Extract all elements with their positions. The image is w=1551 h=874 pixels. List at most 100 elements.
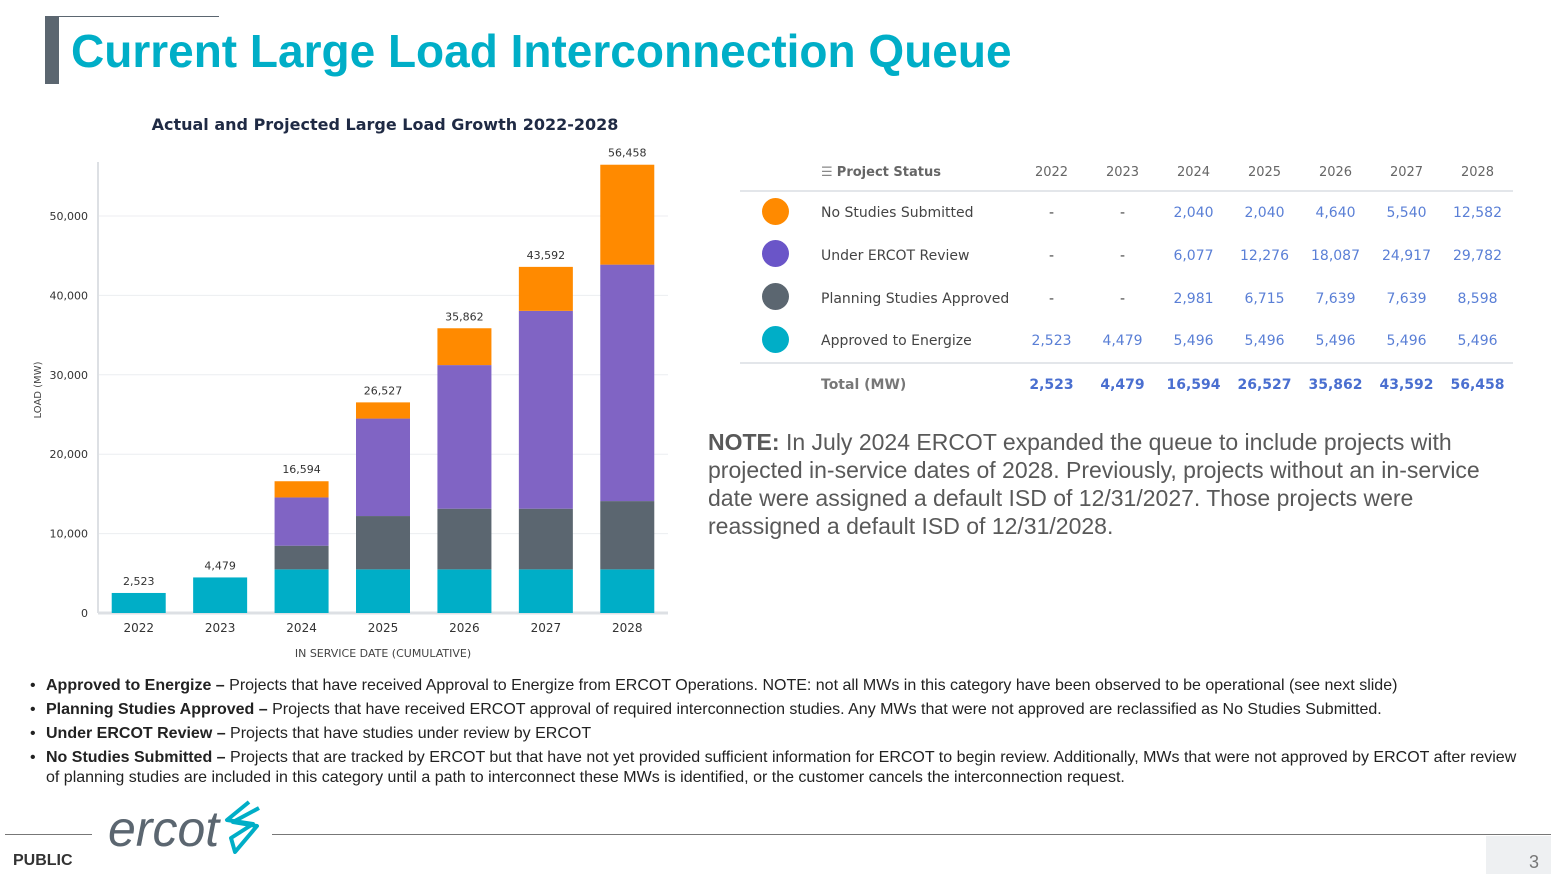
table-cell: 29,782 — [1453, 247, 1502, 264]
table-cell: - — [1119, 290, 1126, 307]
table-cell: 6,715 — [1244, 290, 1285, 307]
legend-dot — [740, 191, 811, 234]
note-body: In July 2024 ERCOT expanded the queue to… — [708, 429, 1480, 539]
table-cell: 7,639 — [1315, 290, 1356, 307]
table-cell: 5,540 — [1386, 205, 1427, 221]
classification-label: PUBLIC — [13, 852, 73, 869]
bar-segment-no-studies-submitted[interactable] — [518, 266, 573, 311]
bar-total-label: 35,862 — [445, 310, 484, 323]
bar-segment-no-studies-submitted[interactable] — [600, 164, 655, 265]
bar-segment-planning-studies-approved[interactable] — [274, 545, 329, 570]
y-axis-label: LOAD (MW) — [33, 361, 44, 418]
x-tick-label: 2022 — [123, 621, 154, 635]
title-accent-line — [59, 16, 219, 17]
total-cell: 35,862 — [1300, 362, 1371, 406]
bar-segment-approved-to-energize[interactable] — [600, 569, 655, 613]
table-row: Under ERCOT Review - - 6,077 12,276 18,087 24,… — [740, 234, 1513, 277]
bar-total-label: 16,594 — [282, 463, 321, 476]
x-tick-label: 2026 — [449, 621, 480, 635]
bar-segment-planning-studies-approved[interactable] — [600, 501, 655, 570]
bar-segment-planning-studies-approved[interactable] — [437, 508, 492, 570]
table-year-header: 2025 — [1229, 155, 1300, 192]
bar-segment-planning-studies-approved[interactable] — [356, 516, 410, 570]
note-text: NOTE: In July 2024 ERCOT expanded the qu… — [708, 428, 1508, 540]
row-label: Planning Studies Approved — [821, 290, 1010, 307]
total-cell: 4,479 — [1087, 362, 1158, 406]
table-cell: 6,077 — [1173, 247, 1214, 264]
bar-segment-no-studies-submitted[interactable] — [437, 328, 492, 366]
table-row: No Studies Submitted - - 2,040 2,040 4,640 5,5… — [740, 191, 1513, 234]
menu-icon: ☰ — [821, 165, 837, 180]
table-header-project-status[interactable]: ☰ Project Status — [811, 155, 1016, 192]
definition-item: Under ERCOT Review – Projects that have … — [30, 724, 1530, 744]
table-year-header: 2023 — [1087, 155, 1158, 192]
table-cell: 4,479 — [1102, 333, 1143, 349]
table-cell: 4,640 — [1315, 205, 1356, 221]
table-cell: 5,496 — [1244, 333, 1285, 349]
note-label: NOTE: — [708, 429, 780, 455]
table-year-header: 2022 — [1016, 155, 1087, 192]
table-cell: 2,040 — [1173, 205, 1214, 221]
bar-segment-under-ercot-review[interactable] — [437, 365, 492, 509]
footer-divider — [272, 834, 1551, 835]
x-tick-label: 2023 — [205, 621, 236, 635]
bar-segment-under-ercot-review[interactable] — [600, 264, 655, 502]
bar-total-label: 26,527 — [364, 384, 403, 397]
y-tick-label: 20,000 — [50, 448, 89, 461]
page-title: Current Large Load Interconnection Queue — [71, 25, 1012, 77]
bar-segment-approved-to-energize[interactable] — [274, 569, 329, 613]
table-cell: - — [1048, 247, 1055, 264]
table-year-header: 2024 — [1158, 155, 1229, 192]
footer-divider — [5, 834, 92, 835]
stacked-bar-chart: Actual and Projected Large Load Growth 2… — [33, 115, 668, 660]
total-cell: 43,592 — [1371, 362, 1442, 406]
bar-segment-under-ercot-review[interactable] — [518, 310, 573, 509]
ercot-bolt-icon — [225, 800, 261, 854]
bar-total-label: 2,523 — [123, 575, 155, 588]
total-cell: 26,527 — [1229, 362, 1300, 406]
bar-segment-approved-to-energize[interactable] — [437, 569, 492, 613]
bar-segment-under-ercot-review[interactable] — [356, 418, 410, 517]
table-cell: 2,040 — [1244, 205, 1285, 221]
table-cell: 12,276 — [1240, 247, 1289, 264]
row-label: No Studies Submitted — [821, 205, 974, 221]
table-total-row: Total (MW) 2,523 4,479 16,594 26,527 35,862 43… — [740, 362, 1513, 406]
total-cell: 56,458 — [1442, 362, 1513, 406]
table-cell: 5,496 — [1457, 333, 1498, 349]
x-tick-label: 2024 — [286, 621, 317, 635]
table-cell: 18,087 — [1311, 247, 1360, 264]
table-year-header: 2027 — [1371, 155, 1442, 192]
bar-segment-under-ercot-review[interactable] — [274, 497, 329, 546]
table-cell: 5,496 — [1173, 333, 1214, 349]
definitions-list: Approved to Energize – Projects that hav… — [30, 676, 1530, 792]
legend-dot — [740, 234, 811, 277]
bar-segment-no-studies-submitted[interactable] — [274, 481, 329, 498]
table-cell: 5,496 — [1386, 333, 1427, 349]
bar-segment-approved-to-energize[interactable] — [193, 577, 248, 613]
bar-total-label: 4,479 — [204, 559, 236, 572]
table-cell: 2,981 — [1173, 290, 1214, 307]
table-cell: 7,639 — [1386, 290, 1427, 307]
table-year-header: 2028 — [1442, 155, 1513, 192]
total-cell: 16,594 — [1158, 362, 1229, 406]
bar-total-label: 43,592 — [527, 249, 566, 262]
bar-segment-planning-studies-approved[interactable] — [518, 508, 573, 570]
table-row: Planning Studies Approved - - 2,981 6,715 7,6… — [740, 277, 1513, 320]
y-tick-label: 40,000 — [50, 289, 89, 302]
table-cell: 24,917 — [1382, 247, 1431, 264]
bar-segment-approved-to-energize[interactable] — [356, 569, 410, 613]
definition-item: Planning Studies Approved – Projects tha… — [30, 700, 1530, 720]
table-cell: 8,598 — [1457, 290, 1498, 307]
bar-segment-approved-to-energize[interactable] — [518, 569, 573, 613]
chart-title: Actual and Projected Large Load Growth 2… — [152, 115, 619, 134]
legend-dot — [740, 320, 811, 363]
table-row: Approved to Energize 2,523 4,479 5,496 5,496… — [740, 320, 1513, 363]
definition-item: No Studies Submitted – Projects that are… — [30, 748, 1530, 788]
bar-segment-approved-to-energize[interactable] — [111, 592, 166, 613]
row-label: Under ERCOT Review — [821, 247, 970, 264]
x-tick-label: 2028 — [612, 621, 643, 635]
y-tick-label: 0 — [81, 607, 88, 620]
legend-dot — [740, 277, 811, 320]
x-tick-label: 2025 — [368, 621, 399, 635]
bar-segment-no-studies-submitted[interactable] — [356, 402, 410, 419]
